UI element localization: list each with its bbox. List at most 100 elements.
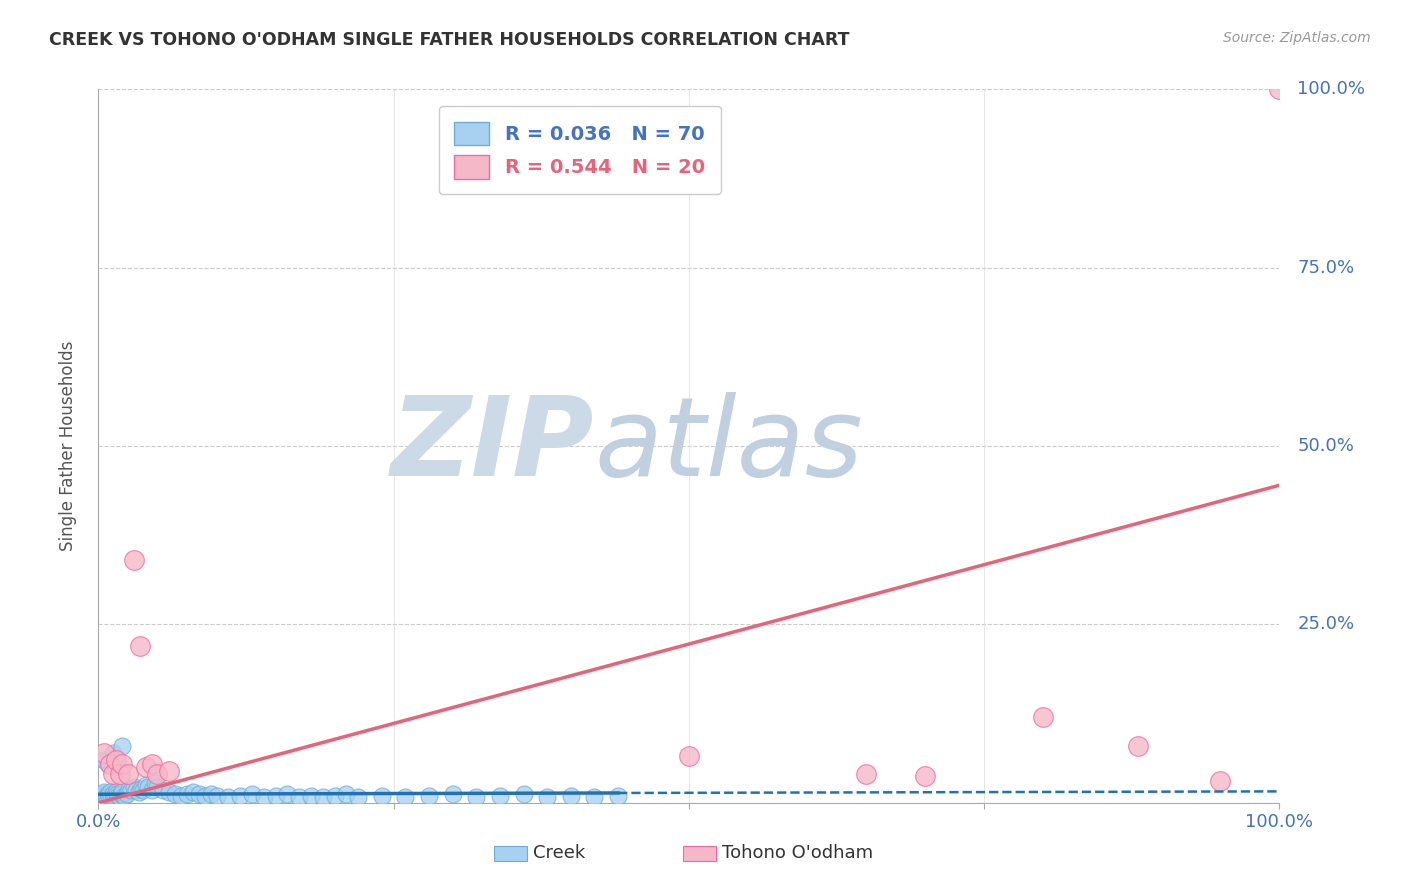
Point — [418, 789, 440, 803]
Point — [135, 760, 157, 774]
Point — [194, 789, 217, 803]
Text: 75.0%: 75.0% — [1298, 259, 1354, 277]
Text: atlas: atlas — [595, 392, 863, 500]
Point — [855, 767, 877, 781]
Point — [200, 787, 222, 801]
Point — [121, 783, 143, 797]
Point — [101, 787, 124, 801]
Point — [176, 787, 198, 801]
Point — [107, 789, 129, 803]
Point — [105, 785, 128, 799]
Point — [132, 783, 155, 797]
Point — [128, 639, 150, 653]
Point — [96, 790, 118, 805]
Point — [91, 787, 114, 801]
Point — [152, 783, 174, 797]
Bar — [494, 846, 527, 862]
Point — [335, 787, 357, 801]
Point — [122, 553, 145, 567]
Point — [323, 789, 346, 803]
Point — [1032, 710, 1054, 724]
Point — [489, 789, 512, 803]
Point — [111, 756, 134, 771]
Point — [187, 787, 209, 801]
Y-axis label: Single Father Households: Single Father Households — [59, 341, 77, 551]
Text: 100.0%: 100.0% — [1298, 80, 1365, 98]
Point — [560, 789, 582, 803]
Point — [240, 787, 263, 801]
Point — [136, 780, 159, 794]
Point — [141, 783, 163, 797]
Point — [108, 767, 131, 781]
Point — [93, 746, 115, 760]
Point — [583, 790, 606, 805]
Point — [94, 789, 117, 803]
Point — [111, 739, 134, 753]
Point — [205, 789, 228, 803]
Point — [141, 756, 163, 771]
Point — [100, 789, 122, 803]
Point — [1268, 82, 1291, 96]
Point — [512, 787, 534, 801]
Point — [143, 776, 166, 790]
Point — [98, 756, 121, 771]
Point — [115, 787, 138, 801]
Point — [103, 790, 125, 805]
Point — [112, 789, 135, 803]
Point — [441, 787, 464, 801]
Point — [101, 746, 124, 760]
Point — [117, 767, 139, 781]
Point — [914, 769, 936, 783]
Point — [465, 790, 488, 805]
Text: ZIP: ZIP — [391, 392, 595, 500]
Point — [110, 787, 132, 801]
Point — [125, 783, 148, 797]
Text: Creek: Creek — [533, 845, 585, 863]
Point — [288, 790, 311, 805]
Point — [97, 756, 120, 771]
Text: Source: ZipAtlas.com: Source: ZipAtlas.com — [1223, 31, 1371, 45]
Point — [157, 764, 180, 778]
Point — [111, 785, 134, 799]
Point — [371, 789, 394, 803]
Point — [93, 785, 115, 799]
Point — [129, 781, 152, 796]
Point — [312, 790, 335, 805]
Point — [1126, 739, 1149, 753]
Point — [347, 790, 370, 805]
Point — [157, 785, 180, 799]
Point — [105, 753, 128, 767]
Point — [135, 778, 157, 792]
Point — [118, 781, 141, 796]
Point — [217, 790, 239, 805]
Point — [104, 789, 127, 803]
Text: 25.0%: 25.0% — [1298, 615, 1354, 633]
Point — [146, 780, 169, 794]
Point — [165, 787, 187, 801]
Text: CREEK VS TOHONO O'ODHAM SINGLE FATHER HOUSEHOLDS CORRELATION CHART: CREEK VS TOHONO O'ODHAM SINGLE FATHER HO… — [49, 31, 849, 49]
Point — [607, 789, 630, 803]
Point — [98, 785, 121, 799]
Text: Tohono O'odham: Tohono O'odham — [723, 845, 873, 863]
Point — [108, 790, 131, 805]
Point — [299, 789, 322, 803]
Point — [122, 780, 145, 794]
Text: 50.0%: 50.0% — [1298, 437, 1354, 455]
Point — [101, 767, 124, 781]
Point — [276, 787, 298, 801]
Point — [91, 790, 114, 805]
Point — [98, 789, 121, 803]
Point — [97, 787, 120, 801]
Point — [678, 749, 700, 764]
Bar — [683, 846, 716, 862]
Point — [170, 789, 193, 803]
Point — [229, 789, 252, 803]
Legend: R = 0.036   N = 70, R = 0.544   N = 20: R = 0.036 N = 70, R = 0.544 N = 20 — [439, 106, 721, 194]
Point — [536, 790, 558, 805]
Point — [146, 767, 169, 781]
Point — [181, 785, 204, 799]
Point — [1209, 774, 1232, 789]
Point — [105, 787, 128, 801]
Point — [253, 790, 276, 805]
Point — [93, 753, 115, 767]
